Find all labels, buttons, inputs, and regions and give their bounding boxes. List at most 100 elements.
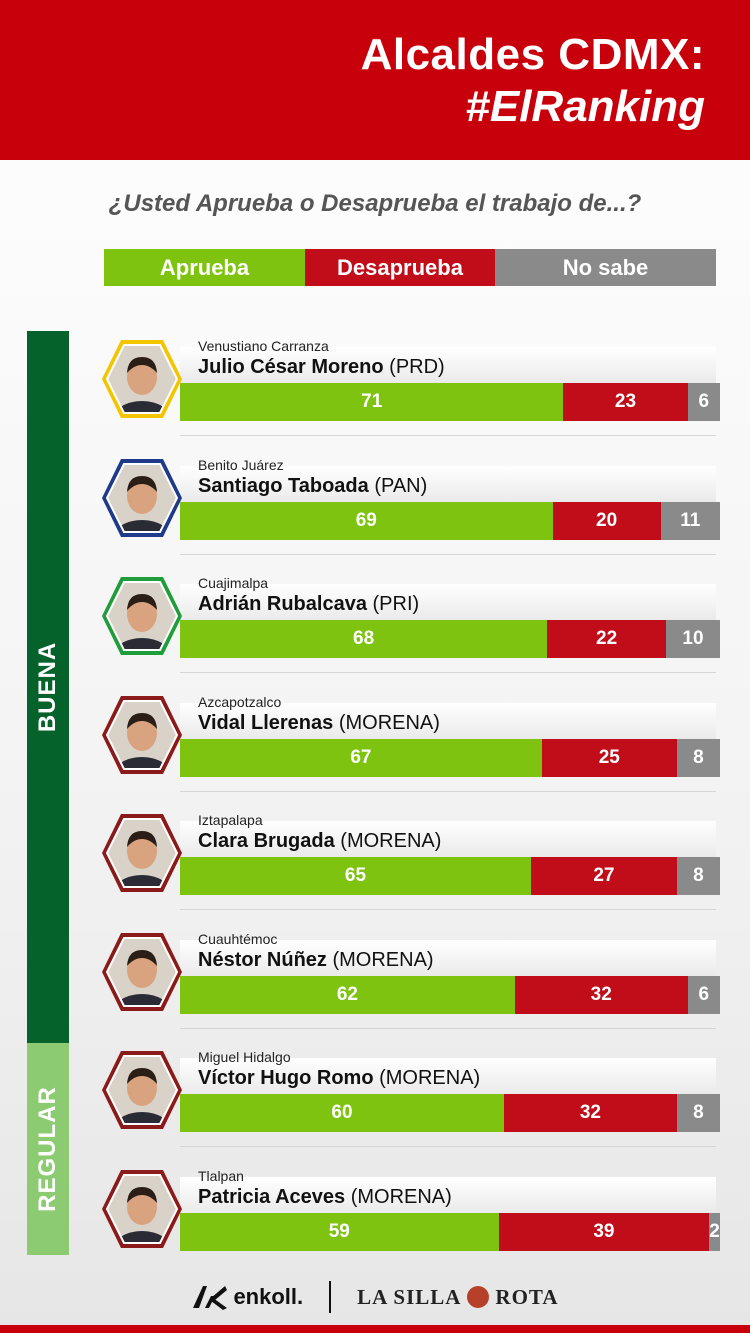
district-label: Miguel Hidalgo	[198, 1049, 291, 1065]
band-regular-label: REGULAR	[34, 1086, 62, 1212]
bar-no-sabe: 8	[676, 1094, 720, 1132]
bar-desaprueba: 32	[504, 1094, 677, 1132]
row-separator	[180, 790, 716, 792]
stacked-bar: 71 23 6	[180, 383, 720, 421]
header-title: Alcaldes CDMX:	[360, 30, 705, 79]
bottom-line	[0, 1325, 750, 1333]
legend-aprueba: Aprueba	[104, 249, 305, 286]
stacked-bar: 65 27 8	[180, 857, 720, 895]
party-label: (MORENA)	[379, 1067, 481, 1089]
mayor-name: Néstor Núñez (MORENA)	[198, 949, 434, 972]
enkoll-logo: enkoll.	[191, 1282, 303, 1312]
mayor-name: Vidal Llerenas (MORENA)	[198, 712, 440, 735]
bar-no-sabe: 2	[709, 1212, 720, 1251]
district-label: Cuajimalpa	[198, 575, 269, 591]
legend-desaprueba: Desaprueba	[305, 249, 495, 286]
name-strip	[180, 347, 716, 385]
name-strip	[180, 821, 716, 859]
district-label: Tlalpan	[198, 1167, 244, 1184]
name-strip	[180, 702, 716, 741]
avatar-hexagon-icon	[102, 458, 182, 537]
mayor-name: Adrián Rubalcava (PRI)	[198, 593, 419, 616]
mayor-name: Santiago Taboada (PAN)	[198, 475, 427, 498]
mayor-name-text: Víctor Hugo Romo	[198, 1067, 374, 1089]
district-label: Venustiano Carranza	[198, 338, 329, 354]
district-label: Benito Juárez	[198, 456, 284, 473]
ranking-row: Azcapotzalco Vidal Llerenas (MORENA) 67 25 8	[100, 691, 720, 792]
stacked-bar: 62 32 6	[180, 975, 720, 1014]
ranking-row: Tlalpan Patricia Aceves (MORENA) 59 39 2	[100, 1165, 720, 1255]
district-label: Azcapotzalco	[198, 693, 282, 710]
stacked-bar: 60 32 8	[180, 1094, 720, 1132]
bar-aprueba: 60	[180, 1094, 504, 1132]
party-label: (MORENA)	[340, 830, 442, 852]
name-strip	[180, 1058, 716, 1096]
ranking-row: Iztapalapa Clara Brugada (MORENA) 65 27 8	[100, 809, 720, 910]
enkoll-text: enkoll.	[233, 1284, 304, 1309]
mayor-name-text: Santiago Taboada	[198, 474, 369, 497]
bar-aprueba: 71	[180, 383, 564, 421]
ranking-row: Venustiano Carranza Julio César Moreno (P…	[100, 335, 720, 436]
rota-text: ROTA	[495, 1284, 559, 1309]
bar-desaprueba: 22	[547, 620, 666, 658]
mayor-name: Clara Brugada (MORENA)	[198, 830, 441, 853]
bar-desaprueba: 25	[541, 738, 677, 777]
bar-aprueba: 69	[180, 501, 553, 540]
stacked-bar: 68 22 10	[180, 620, 720, 658]
band-buena-label: BUENA	[34, 641, 61, 733]
bar-no-sabe: 6	[687, 383, 720, 421]
avatar-hexagon-icon	[102, 577, 182, 655]
bar-no-sabe: 11	[660, 501, 720, 540]
row-separator	[180, 909, 716, 910]
row-separator	[180, 1027, 716, 1029]
district-label: Cuauhtémoc	[198, 930, 278, 947]
ranking-row: Cuauhtémoc Néstor Núñez (MORENA) 62 32 6	[100, 928, 720, 1029]
avatar-hexagon-icon	[102, 1169, 182, 1248]
bar-aprueba: 59	[180, 1212, 499, 1251]
ranking-row: Benito Juárez Santiago Taboada (PAN) 69 20 1…	[100, 454, 720, 555]
mayor-name-text: Adrián Rubalcava	[198, 593, 367, 615]
bar-no-sabe: 8	[676, 857, 720, 895]
avatar-hexagon-icon	[102, 340, 182, 418]
footer: enkoll. LA SILLA ROTA	[0, 1272, 750, 1322]
bar-no-sabe: 10	[665, 620, 720, 658]
bar-desaprueba: 20	[552, 501, 661, 540]
name-strip	[180, 584, 716, 622]
party-label: (MORENA)	[338, 711, 440, 734]
band-regular: REGULAR	[27, 1043, 69, 1255]
mayor-name-text: Clara Brugada	[198, 830, 335, 852]
band-buena: BUENA	[27, 331, 69, 1043]
stacked-bar: 67 25 8	[180, 738, 720, 777]
district-label: Iztapalapa	[198, 812, 263, 828]
row-separator	[180, 435, 716, 436]
bar-no-sabe: 6	[687, 975, 720, 1014]
mayor-name-text: Patricia Aceves	[198, 1185, 346, 1208]
legend-no-sabe: No sabe	[495, 249, 716, 286]
header-hashtag: #ElRanking	[465, 82, 705, 131]
party-label: (PRI)	[372, 593, 420, 615]
bar-aprueba: 62	[180, 975, 515, 1014]
stacked-bar: 59 39 2	[180, 1212, 720, 1251]
bar-aprueba: 67	[180, 738, 542, 777]
enkoll-mark-icon	[193, 1286, 228, 1310]
lasillarota-logo: LA SILLA ROTA	[357, 1285, 558, 1310]
row-separator	[180, 672, 716, 673]
footer-divider	[329, 1281, 332, 1313]
party-label: (PRD)	[389, 356, 445, 378]
avatar-hexagon-icon	[102, 1051, 182, 1129]
legend: Aprueba Desaprueba No sabe	[104, 249, 716, 286]
mayor-name: Julio César Moreno (PRD)	[198, 356, 445, 379]
ranking-row: Miguel Hidalgo Víctor Hugo Romo (MORENA) 6…	[100, 1046, 720, 1147]
row-separator	[180, 553, 716, 555]
seal-icon	[467, 1286, 490, 1308]
mayor-name-text: Julio César Moreno	[198, 356, 384, 378]
stacked-bar: 69 20 11	[180, 501, 720, 540]
bar-no-sabe: 8	[676, 738, 720, 777]
avatar-hexagon-icon	[102, 695, 182, 774]
bar-aprueba: 68	[180, 620, 548, 658]
bar-desaprueba: 27	[531, 857, 677, 895]
bar-aprueba: 65	[180, 857, 531, 895]
name-strip	[180, 465, 716, 504]
mayor-name-text: Vidal Llerenas	[198, 711, 334, 734]
party-label: (MORENA)	[332, 948, 434, 971]
